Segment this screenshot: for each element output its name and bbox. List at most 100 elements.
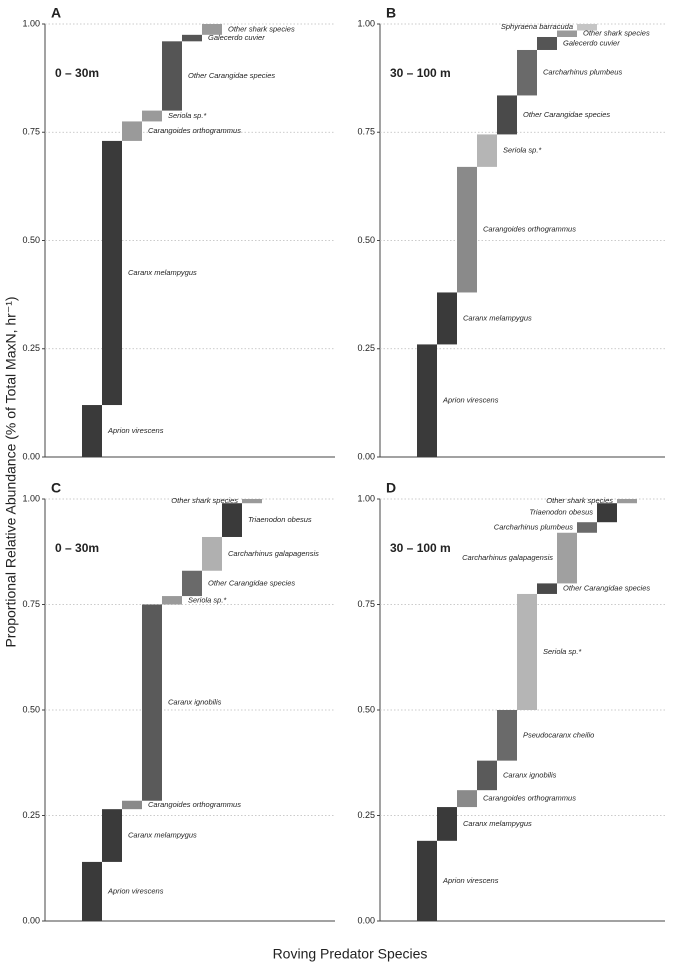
bar-label: Carcharhinus plumbeus (494, 522, 573, 531)
bar (537, 583, 557, 594)
bar-label: Seriola sp.* (168, 111, 207, 120)
y-tick-label: 0.50 (357, 704, 375, 714)
y-tick-label: 0.75 (22, 599, 40, 609)
y-tick-label: 0.75 (22, 127, 40, 137)
depth-label: 30 – 100 m (390, 541, 451, 555)
panel-letter: D (386, 480, 396, 496)
bar-label: Other shark species (171, 496, 238, 505)
bar-label: Other shark species (228, 24, 295, 33)
bar (417, 840, 437, 921)
bar (162, 596, 182, 605)
bar-label: Carangoides orthogrammus (148, 800, 241, 809)
y-tick-label: 1.00 (22, 18, 40, 28)
y-tick-label: 1.00 (357, 493, 375, 503)
bar (457, 790, 477, 808)
bar-label: Aprion virescens (107, 886, 164, 895)
bar-label: Triaenodon obesus (248, 515, 312, 524)
y-tick-label: 0.00 (22, 915, 40, 925)
bar-label: Caranx melampygus (128, 831, 197, 840)
bar (557, 30, 577, 37)
bar (437, 807, 457, 841)
bar-label: Carcharhinus plumbeus (543, 68, 622, 77)
bar (142, 604, 162, 801)
bar (222, 503, 242, 537)
bar-label: Galecerdo cuvier (208, 33, 265, 42)
bar (242, 499, 262, 504)
y-tick-label: 0.25 (22, 810, 40, 820)
bar-label: Other shark species (583, 29, 650, 38)
y-tick-label: 0.00 (22, 451, 40, 461)
y-tick-label: 1.00 (357, 18, 375, 28)
bar (577, 24, 597, 31)
bar (517, 593, 537, 710)
bar (517, 49, 537, 96)
bar-label: Caranx melampygus (463, 313, 532, 322)
bar-label: Triaenodon obesus (529, 508, 593, 517)
bar-label: Seriola sp.* (188, 595, 227, 604)
bar-label: Caranx ignobilis (503, 770, 557, 779)
bar-label: Caranx melampygus (463, 819, 532, 828)
y-tick-label: 0.50 (357, 235, 375, 245)
bar-label: Galecerdo cuvier (563, 38, 620, 47)
x-axis-label: Roving Predator Species (273, 946, 428, 962)
y-tick-label: 0.75 (357, 127, 375, 137)
bar-label: Other Carangidae species (563, 584, 650, 593)
bar (202, 536, 222, 571)
bar (597, 503, 617, 523)
bar-label: Carangoides orthogrammus (483, 794, 576, 803)
depth-label: 0 – 30m (55, 541, 99, 555)
y-tick-label: 0.75 (357, 599, 375, 609)
bar (497, 710, 517, 761)
bar (497, 95, 517, 135)
bar-label: Other Carangidae species (188, 71, 275, 80)
bar (577, 522, 597, 533)
y-tick-label: 0.25 (357, 810, 375, 820)
bar-label: Aprion virescens (107, 426, 164, 435)
bar (182, 570, 202, 597)
bar-label: Carangoides orthogrammus (148, 126, 241, 135)
bar-label: Aprion virescens (442, 396, 499, 405)
bar-label: Carcharhinus galapagensis (228, 549, 319, 558)
y-tick-label: 0.50 (22, 704, 40, 714)
bar (417, 344, 437, 457)
bar (477, 760, 497, 791)
bar (457, 166, 477, 293)
bar-label: Other Carangidae species (523, 110, 610, 119)
bar-label: Aprion virescens (442, 876, 499, 885)
bar (122, 800, 142, 810)
y-tick-label: 0.00 (357, 915, 375, 925)
y-axis-label: Proportional Relative Abundance (% of To… (3, 296, 19, 647)
bar-label: Seriola sp.* (543, 647, 582, 656)
y-tick-label: 0.25 (22, 343, 40, 353)
bar (557, 532, 577, 584)
bar-label: Caranx ignobilis (168, 698, 222, 707)
bar-label: Carcharhinus galapagensis (462, 553, 553, 562)
y-tick-label: 0.50 (22, 235, 40, 245)
bar-label: Other Carangidae species (208, 578, 295, 587)
bar (102, 140, 122, 406)
y-tick-label: 0.25 (357, 343, 375, 353)
bar (617, 499, 637, 504)
bar-label: Seriola sp.* (503, 146, 542, 155)
bar-label: Other shark species (546, 496, 613, 505)
bar (82, 405, 102, 457)
bar (537, 36, 557, 50)
bar-label: Pseudocaranx cheilio (523, 730, 594, 739)
bar (122, 121, 142, 141)
bar (437, 292, 457, 345)
depth-label: 0 – 30m (55, 66, 99, 80)
bar (202, 24, 222, 35)
panel-letter: A (51, 5, 61, 21)
bar-label: Caranx melampygus (128, 268, 197, 277)
y-tick-label: 0.00 (357, 451, 375, 461)
panel-letter: C (51, 480, 61, 496)
bar (477, 134, 497, 167)
bar (182, 34, 202, 42)
bar-label: Sphyraena barracuda (501, 22, 573, 31)
bar (142, 110, 162, 122)
depth-label: 30 – 100 m (390, 66, 451, 80)
panel-letter: B (386, 5, 396, 21)
bar (162, 41, 182, 111)
